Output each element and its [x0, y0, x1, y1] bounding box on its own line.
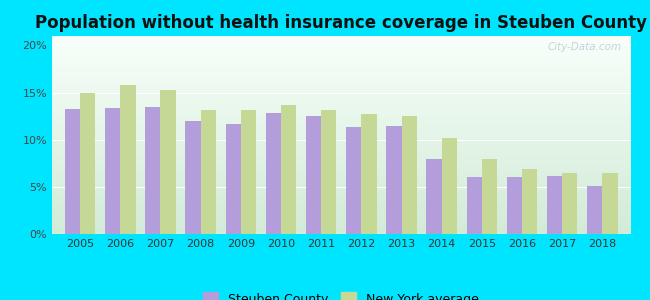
Bar	[201, 110, 216, 234]
Bar	[161, 90, 176, 234]
Bar	[442, 138, 457, 234]
Title: Population without health insurance coverage in Steuben County: Population without health insurance cove…	[35, 14, 647, 32]
Bar	[386, 126, 402, 234]
Bar	[226, 124, 240, 234]
Bar	[603, 173, 618, 234]
Text: City-Data.com: City-Data.com	[548, 42, 622, 52]
Bar	[65, 109, 80, 234]
Bar	[80, 93, 96, 234]
Bar	[587, 186, 603, 234]
Bar	[321, 110, 337, 234]
Bar	[266, 113, 281, 234]
Bar	[240, 110, 256, 234]
Bar	[402, 116, 417, 234]
Bar	[562, 173, 577, 234]
Bar	[145, 107, 161, 234]
Bar	[185, 121, 201, 234]
Bar	[306, 116, 321, 234]
Bar	[426, 159, 442, 234]
Bar	[361, 114, 376, 234]
Legend: Steuben County, New York average: Steuben County, New York average	[198, 287, 484, 300]
Bar	[105, 108, 120, 234]
Bar	[482, 159, 497, 234]
Bar	[120, 85, 136, 234]
Bar	[507, 177, 522, 234]
Bar	[281, 105, 296, 234]
Bar	[346, 128, 361, 234]
Bar	[522, 169, 538, 234]
Bar	[467, 177, 482, 234]
Bar	[547, 176, 562, 234]
